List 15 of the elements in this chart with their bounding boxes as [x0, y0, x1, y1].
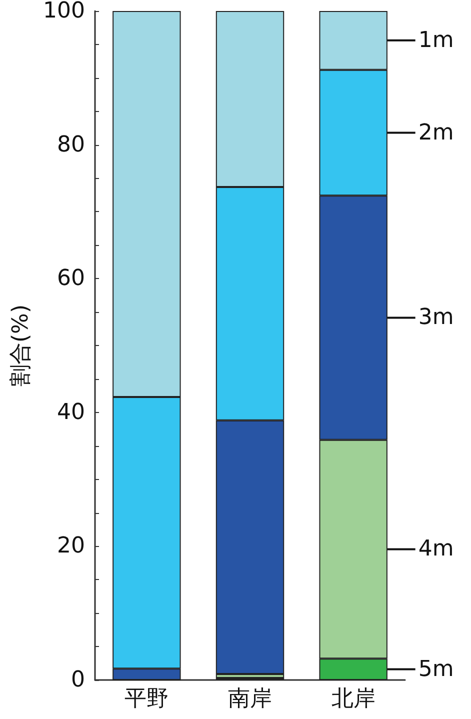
y-tick-label: 100: [43, 0, 85, 24]
x-tick-label: 北岸: [331, 686, 376, 712]
y-tick-label: 0: [71, 668, 85, 692]
x-tick-label: 南岸: [228, 686, 272, 712]
series-label: 1m: [418, 28, 454, 53]
y-tick-label: 20: [57, 534, 85, 559]
series-label: 5m: [418, 656, 454, 682]
series-label: 2m: [418, 120, 454, 146]
y-tick-label: 60: [57, 266, 85, 292]
y-axis-title: 割合(%): [8, 304, 34, 387]
series-label: 4m: [418, 536, 454, 562]
y-tick-label: 40: [57, 400, 85, 425]
series-label: 3m: [418, 305, 454, 330]
y-tick-label: 80: [57, 132, 85, 158]
x-tick-label: 平野: [124, 686, 169, 712]
